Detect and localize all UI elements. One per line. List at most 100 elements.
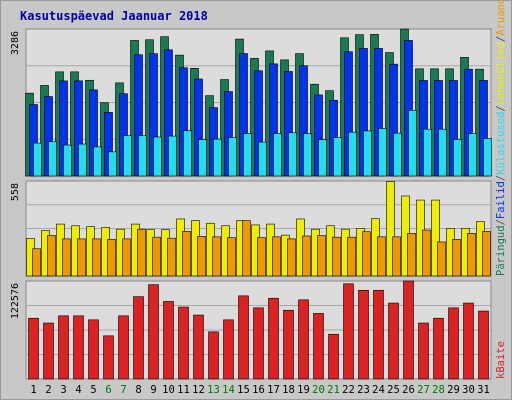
bar-top-series2-day4	[78, 143, 87, 177]
bar-bottom-series0-day26	[403, 280, 414, 380]
legend-entry: Aruanded	[495, 0, 507, 36]
bar-top-series2-day11	[183, 130, 192, 177]
x-tick-label: 29	[447, 384, 460, 396]
bar-top-series2-day27	[423, 128, 432, 177]
bar-bottom-series0-day7	[118, 315, 129, 380]
bar-middle-series1-day22	[347, 236, 356, 277]
bar-top-series2-day25	[393, 132, 402, 177]
bar-top-series2-day31	[483, 138, 492, 177]
x-tick-label: 18	[282, 384, 295, 396]
bar-middle-series0-day28	[431, 199, 440, 277]
legend-entry: kBaite	[495, 341, 507, 379]
bar-middle-series1-day6	[107, 239, 116, 277]
legend-entry: /	[495, 219, 507, 225]
x-tick-label: 6	[105, 384, 111, 396]
x-tick-label: 15	[237, 384, 250, 396]
bar-middle-series1-day30	[467, 233, 476, 277]
bar-top-series2-day8	[138, 135, 147, 177]
legend-entry: Leheküljed	[495, 42, 507, 105]
bar-middle-series1-day21	[332, 236, 341, 277]
x-tick-label: 14	[222, 384, 235, 396]
legend-bottom: kBaite	[495, 341, 507, 379]
bar-top-series2-day24	[378, 128, 387, 177]
bar-middle-series1-day20	[317, 235, 326, 277]
x-tick-label: 24	[372, 384, 385, 396]
bar-middle-series1-day3	[62, 238, 71, 277]
bar-top-series2-day17	[273, 133, 282, 177]
bar-top-series2-day22	[348, 131, 357, 177]
bar-middle-series1-day17	[272, 236, 281, 277]
bar-top-series2-day16	[258, 141, 267, 177]
x-tick-label: 8	[135, 384, 141, 396]
panel-top: 3286	[10, 28, 492, 177]
bar-middle-series0-day25	[386, 181, 395, 277]
bar-top-series2-day18	[288, 132, 297, 177]
bar-top-series2-day29	[453, 139, 462, 177]
bar-bottom-series0-day14	[223, 319, 234, 380]
bar-middle-series1-day29	[452, 239, 461, 277]
legend-entry: /	[495, 105, 507, 111]
bar-middle-series1-day19	[302, 235, 311, 277]
bar-top-series2-day23	[363, 130, 372, 177]
bar-top-series2-day13	[213, 138, 222, 177]
bar-bottom-series0-day30	[463, 302, 474, 380]
bar-middle-series1-day25	[392, 236, 401, 277]
bar-top-series2-day5	[93, 146, 102, 177]
bar-bottom-series0-day27	[418, 322, 429, 380]
legend-entry: Failid	[495, 181, 507, 219]
bar-middle-series1-day4	[77, 238, 86, 277]
bar-top-series2-day26	[408, 110, 417, 177]
bar-middle-series1-day12	[197, 236, 206, 277]
bar-middle-series1-day7	[122, 238, 131, 277]
bar-bottom-series0-day28	[433, 317, 444, 380]
bar-bottom-series0-day23	[358, 289, 369, 380]
x-tick-label: 23	[357, 384, 370, 396]
bar-middle-series1-day11	[182, 231, 191, 277]
bar-bottom-series0-day10	[163, 301, 174, 380]
bar-top-series2-day14	[228, 137, 237, 177]
x-tick-label: 3	[60, 384, 66, 396]
bar-bottom-series0-day17	[268, 297, 279, 380]
x-tick-label: 16	[252, 384, 265, 396]
bar-top-series2-day9	[153, 136, 162, 177]
legend-entry: /	[495, 175, 507, 181]
bar-middle-series1-day2	[47, 235, 56, 277]
bar-bottom-series0-day6	[103, 335, 114, 380]
bar-bottom-series0-day21	[328, 333, 339, 380]
bar-top-series2-day1	[33, 142, 42, 177]
bar-bottom-series0-day16	[253, 307, 264, 380]
bar-bottom-series0-day11	[178, 306, 189, 380]
x-tick-label: 10	[162, 384, 175, 396]
bar-middle-series1-day8	[137, 228, 146, 277]
bar-middle-series1-day5	[92, 238, 101, 277]
legend-entry: /	[495, 36, 507, 42]
bar-bottom-series0-day18	[283, 309, 294, 380]
bar-middle-series1-day9	[152, 236, 161, 277]
x-tick-label: 22	[342, 384, 355, 396]
x-tick-label: 17	[267, 384, 280, 396]
bar-top-series2-day21	[333, 137, 342, 177]
panel-middle: 558	[10, 180, 492, 277]
x-tick-label: 5	[90, 384, 96, 396]
axis-max-label: 3286	[10, 31, 21, 55]
x-tick-label: 11	[177, 384, 190, 396]
x-tick-label: 2	[45, 384, 51, 396]
bar-bottom-series0-day15	[238, 295, 249, 380]
x-tick-label: 28	[432, 384, 445, 396]
axis-max-label: 122576	[10, 283, 21, 319]
bar-middle-series1-day18	[287, 238, 296, 277]
bar-bottom-series0-day9	[148, 284, 159, 380]
bar-top-series2-day28	[438, 128, 447, 177]
bar-bottom-series0-day12	[193, 314, 204, 380]
bar-bottom-series0-day5	[88, 319, 99, 380]
bar-bottom-series0-day19	[298, 299, 309, 380]
x-tick-label: 30	[462, 384, 475, 396]
bar-top-series2-day3	[63, 144, 72, 177]
bar-top-series2-day7	[123, 135, 132, 177]
bar-bottom-series0-day2	[43, 322, 54, 380]
legend-top: Päringud/Failid/Külastused/Leheküljed/Ar…	[495, 0, 507, 276]
bar-middle-series1-day28	[437, 241, 446, 277]
bar-top-series2-day15	[243, 133, 252, 177]
x-tick-label: 25	[387, 384, 400, 396]
